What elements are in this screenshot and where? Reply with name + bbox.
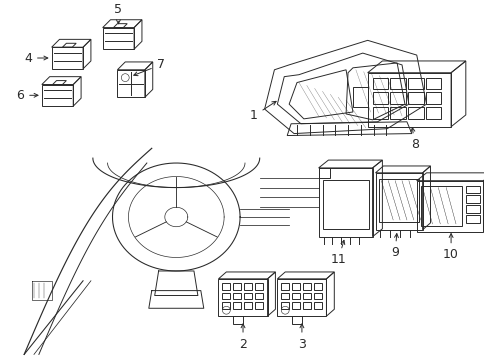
Text: 10: 10 [442, 234, 458, 261]
Text: 1: 1 [249, 102, 276, 122]
Text: 6: 6 [16, 89, 38, 102]
Text: 11: 11 [330, 240, 346, 266]
Text: 4: 4 [24, 51, 48, 64]
Text: 9: 9 [390, 234, 398, 260]
Text: 3: 3 [297, 324, 305, 351]
Text: 5: 5 [114, 3, 122, 24]
Text: 8: 8 [410, 127, 418, 152]
Text: 2: 2 [239, 324, 246, 351]
Text: 7: 7 [134, 58, 164, 76]
